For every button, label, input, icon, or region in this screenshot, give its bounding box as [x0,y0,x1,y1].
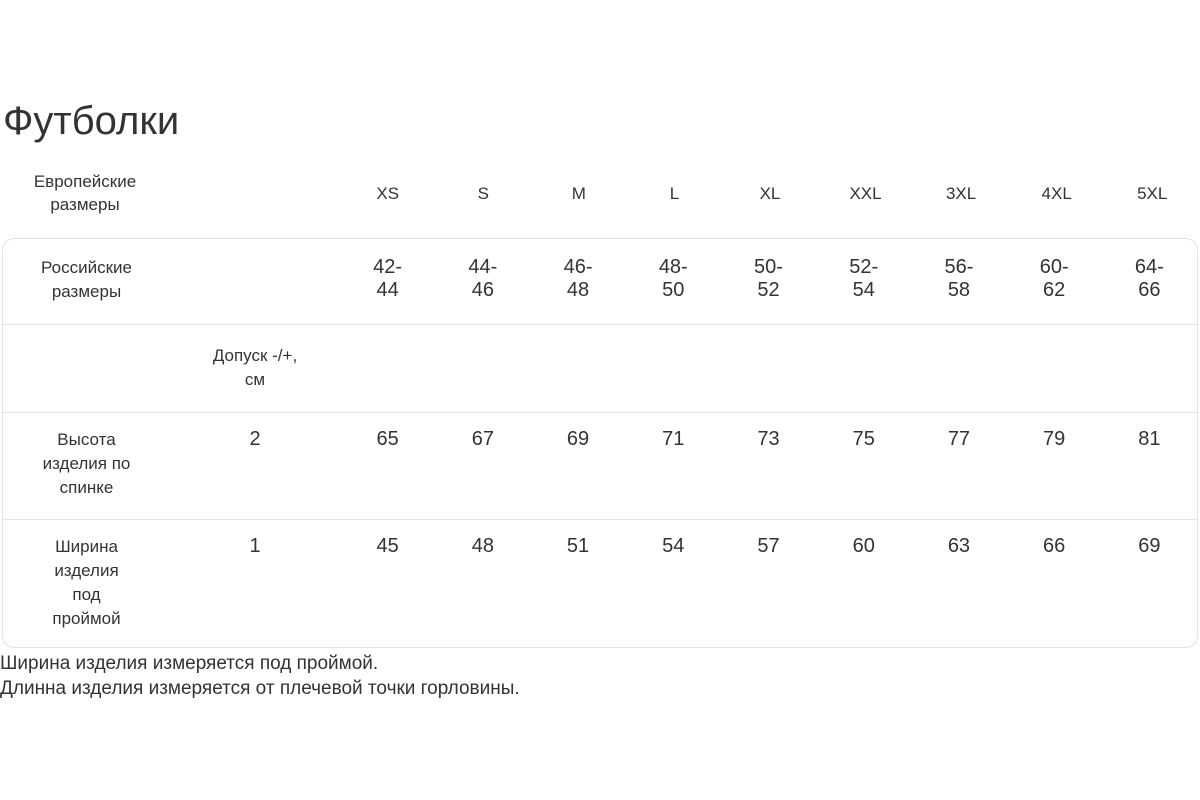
empty-cell [626,325,721,344]
back-height-tolerance: 2 [249,428,261,450]
size-table: Российские размеры 42- 44 44- 46 46- 48 … [2,238,1198,648]
empty-cell [435,325,530,344]
chest-width-tolerance: 1 [249,535,261,557]
chest-width-value: 69 [1138,535,1161,557]
chest-width-value: 66 [1043,535,1066,557]
empty-cell [170,239,340,256]
table-row-tolerance: Допуск -/+, см [3,324,1197,412]
chest-width-value: 45 [376,535,399,557]
empty-cell [1007,325,1102,344]
russian-size-value: 42- 44 [373,256,403,301]
tolerance-header: Допуск -/+, см [212,346,298,389]
russian-size-value: 44- 46 [468,256,498,301]
row-label-back-height: Высота изделия по спинке [42,430,131,497]
chest-width-value: 60 [852,535,875,557]
russian-size-value: 56- 58 [944,256,974,301]
russian-size-value: 52- 54 [849,256,879,301]
russian-size-value: 48- 50 [658,256,688,301]
column-header-m: M [571,183,586,203]
chest-width-value: 63 [947,535,971,557]
column-header-xs: XS [376,183,400,203]
chest-width-value: 57 [757,535,780,557]
page-title: Футболки [3,99,180,143]
empty-cell [721,325,816,344]
empty-cell [816,325,911,344]
chest-width-value: 48 [471,535,494,557]
russian-size-value: 60- 62 [1039,256,1069,301]
column-header-4xl: 4XL [1041,183,1072,203]
column-header-xl: XL [759,183,781,203]
empty-cell [3,325,170,344]
footnote-width-measurement: Ширина изделия измеряется под проймой. [0,653,379,674]
table-row-russian-sizes: Российские размеры 42- 44 44- 46 46- 48 … [3,239,1197,324]
russian-size-value: 64- 66 [1134,256,1164,301]
column-header-s: S [477,183,489,203]
european-sizes-header: Европейские размеры [33,172,137,214]
empty-cell [911,325,1006,344]
back-height-value: 81 [1138,428,1161,450]
russian-size-value: 50- 52 [754,256,783,301]
back-height-value: 69 [566,428,590,450]
russian-size-value: 46- 48 [563,256,593,301]
back-height-value: 67 [471,428,494,450]
column-header-5xl: 5XL [1137,183,1168,203]
footnotes: Ширина изделия измеряется под проймой. Д… [0,651,1200,701]
table-row-chest-width: Ширина изделия под проймой 1 45 48 51 54… [3,519,1197,647]
table-row-back-height: Высота изделия по спинке 2 65 67 69 71 7… [3,412,1197,519]
row-label-chest-width: Ширина изделия под проймой [52,537,121,628]
back-height-value: 65 [376,428,399,450]
chest-width-value: 54 [662,535,685,557]
column-header-xxl: XXL [849,183,882,203]
empty-cell [530,325,625,344]
column-header-l: L [669,183,680,203]
back-height-value: 73 [757,428,780,450]
footnote-length-measurement: Длинна изделия измеряется от плечевой то… [0,678,520,699]
column-header-3xl: 3XL [945,183,977,203]
empty-cell [340,325,435,344]
back-height-value: 79 [1043,428,1066,450]
back-height-value: 77 [947,428,971,450]
back-height-value: 75 [852,428,875,450]
chest-width-value: 51 [566,535,590,557]
back-height-value: 71 [662,428,685,450]
table-header-row: Европейские размеры XS S M L XL XXL 3XL … [0,154,1200,232]
empty-cell [1102,325,1197,344]
row-label-russian-sizes: Российские размеры [41,258,132,301]
